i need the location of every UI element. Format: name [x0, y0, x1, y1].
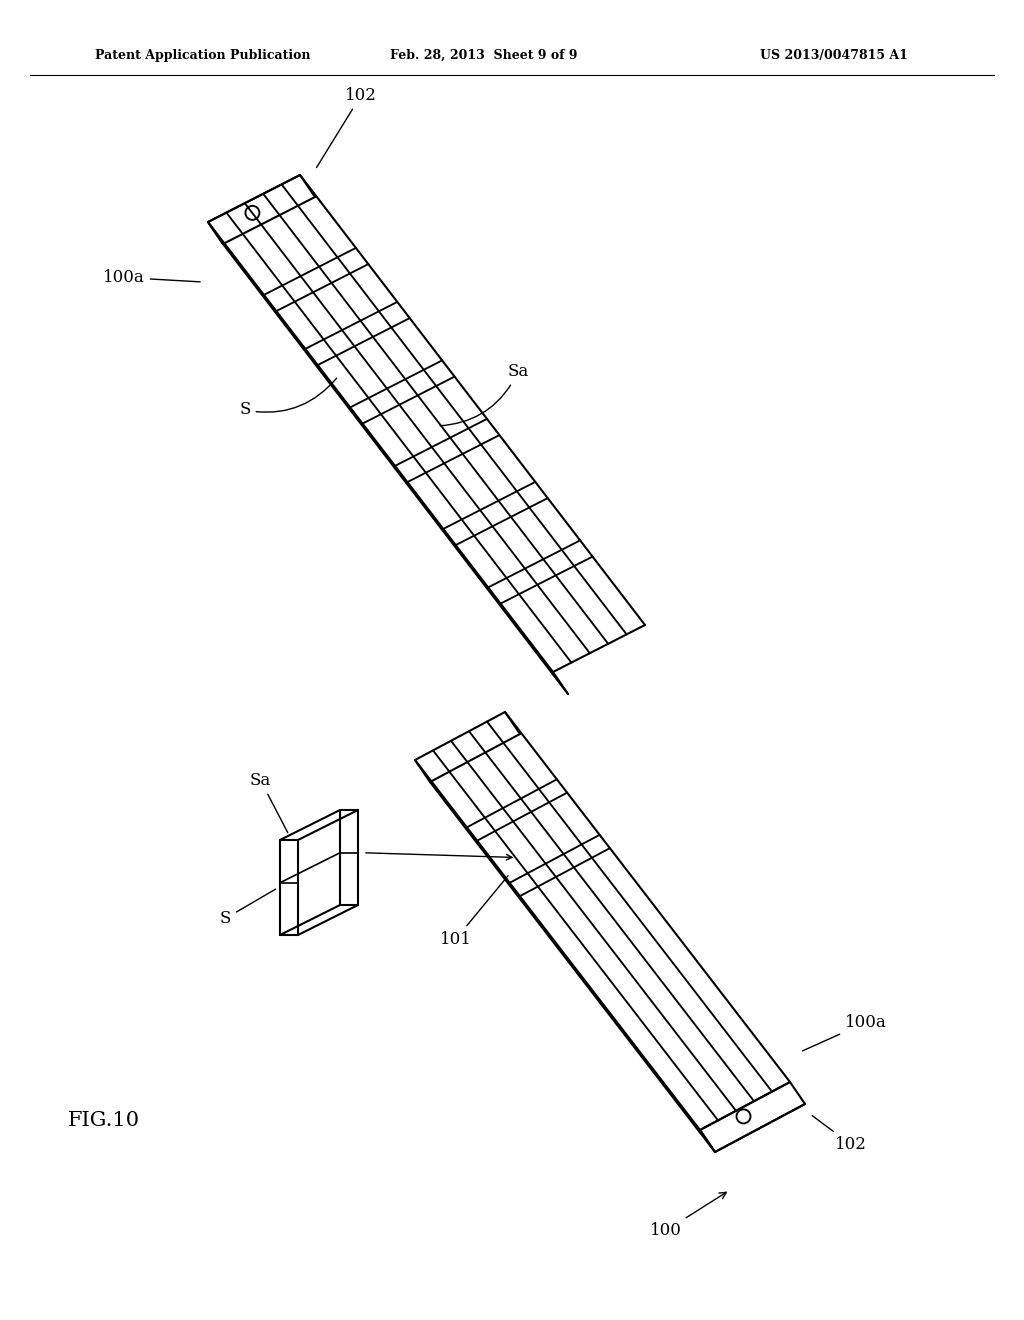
Text: Sa: Sa	[250, 772, 288, 833]
Text: 101: 101	[439, 875, 508, 948]
Text: 100: 100	[650, 1192, 726, 1239]
Text: Sa: Sa	[440, 363, 528, 426]
Text: 100a: 100a	[803, 1014, 887, 1051]
Text: Patent Application Publication: Patent Application Publication	[95, 49, 310, 62]
Text: 102: 102	[812, 1115, 867, 1152]
Text: S: S	[220, 890, 275, 927]
Text: 100a: 100a	[103, 269, 201, 286]
Text: Feb. 28, 2013  Sheet 9 of 9: Feb. 28, 2013 Sheet 9 of 9	[390, 49, 578, 62]
Text: S: S	[240, 378, 337, 418]
Text: US 2013/0047815 A1: US 2013/0047815 A1	[760, 49, 908, 62]
Text: 102: 102	[316, 87, 377, 168]
Text: FIG.10: FIG.10	[68, 1110, 140, 1130]
